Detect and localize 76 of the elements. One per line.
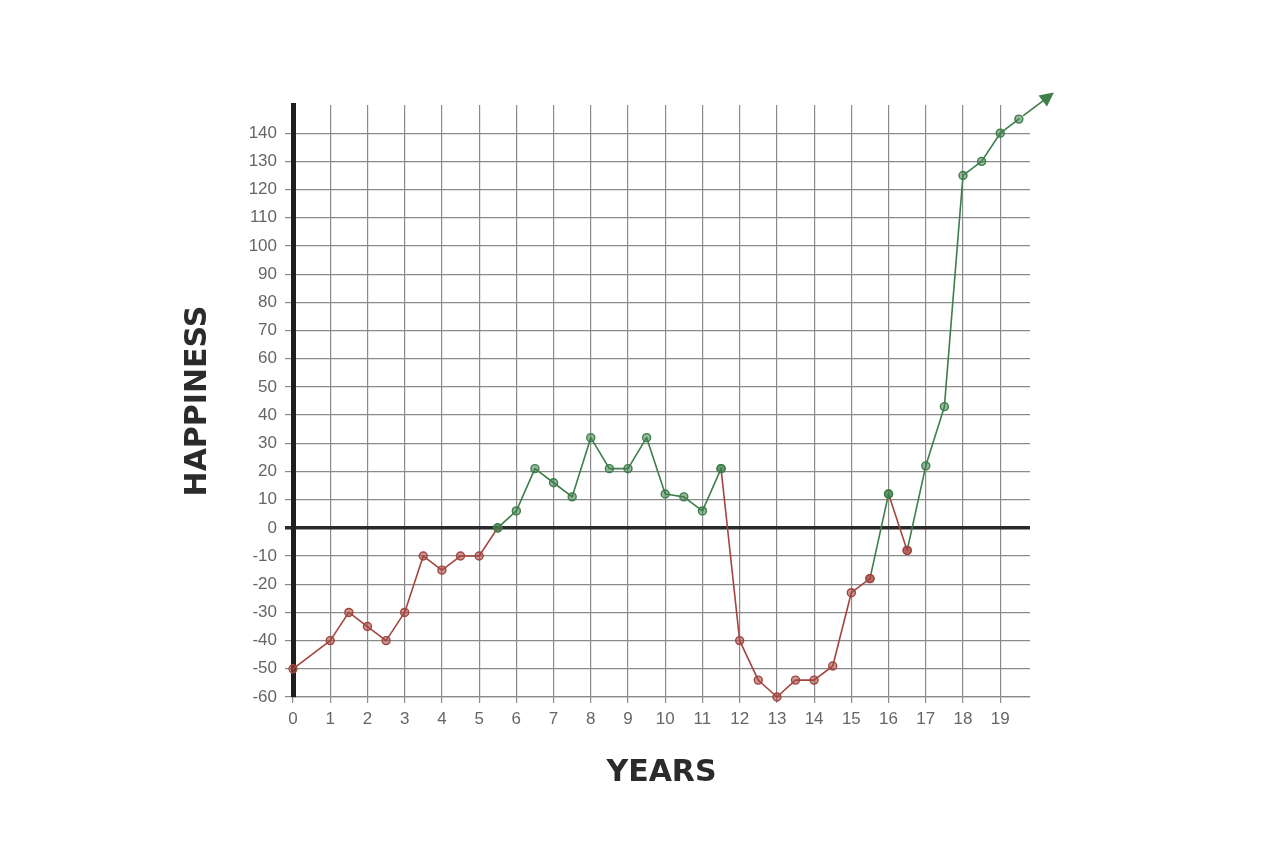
x-tick-label: 4 <box>437 708 447 728</box>
y-tick-label: -40 <box>252 630 277 650</box>
point <box>828 661 838 671</box>
y-tick-label: 0 <box>267 517 277 537</box>
x-tick-label: 18 <box>953 708 973 728</box>
x-tick-label: 7 <box>548 708 559 728</box>
point <box>995 128 1005 138</box>
x-axis-title: YEARS <box>605 752 717 788</box>
x-tick-label: 1 <box>325 708 335 728</box>
point <box>586 432 596 443</box>
point <box>381 635 391 646</box>
x-tick-label: 5 <box>474 708 484 728</box>
point <box>604 463 615 474</box>
point <box>753 675 763 685</box>
y-tick-label: 140 <box>248 122 277 142</box>
x-tick-label: 0 <box>288 708 298 728</box>
point <box>418 551 428 561</box>
y-tick-label: -10 <box>252 545 277 565</box>
point <box>623 463 633 474</box>
y-tick-label: 110 <box>249 207 277 227</box>
point <box>362 621 373 632</box>
point <box>921 461 931 471</box>
point <box>399 607 410 618</box>
point <box>567 492 577 502</box>
y-tick-label: 120 <box>248 179 277 199</box>
point <box>288 664 298 674</box>
x-tick-label: 17 <box>916 708 936 728</box>
y-tick-label: 30 <box>258 432 277 452</box>
y-tick-label: 90 <box>258 263 277 283</box>
x-tick-label: 11 <box>693 708 712 728</box>
x-tick-label: 9 <box>623 708 633 728</box>
point <box>325 635 335 646</box>
x-tick-label: 19 <box>990 708 1010 728</box>
y-tick-label: 60 <box>258 348 277 368</box>
point <box>679 492 689 502</box>
point <box>660 489 670 499</box>
point <box>530 463 540 474</box>
y-tick-label: 40 <box>258 404 277 424</box>
point <box>734 635 745 646</box>
y-tick-label: -60 <box>252 686 277 706</box>
point <box>809 675 819 685</box>
point <box>641 432 652 443</box>
point <box>1014 114 1024 124</box>
point <box>474 551 484 561</box>
point <box>697 506 708 516</box>
y-tick-label: 50 <box>258 376 277 396</box>
point <box>511 506 522 516</box>
y-axis-title: HAPPINESS <box>177 305 213 497</box>
x-tick-label: 14 <box>804 708 824 728</box>
point <box>976 156 987 167</box>
y-tick-label: -30 <box>252 602 277 622</box>
y-tick-label: 20 <box>258 461 277 481</box>
y-tick-label: 80 <box>258 292 277 312</box>
point <box>455 551 466 561</box>
x-tick-label: 8 <box>586 708 596 728</box>
point <box>437 565 447 575</box>
x-tick-label: 12 <box>730 708 750 728</box>
point <box>548 478 559 488</box>
y-tick-label: 70 <box>258 320 277 340</box>
y-tick-label: -20 <box>252 573 277 593</box>
x-tick-label: 10 <box>655 708 675 728</box>
point <box>958 170 968 181</box>
x-tick-label: 3 <box>399 708 410 728</box>
point <box>939 401 950 412</box>
x-tick-label: 2 <box>362 708 373 728</box>
x-tick-label: 15 <box>841 708 861 728</box>
y-tick-label: 10 <box>258 489 277 509</box>
point <box>846 588 857 598</box>
point <box>344 607 354 618</box>
point <box>790 675 801 685</box>
x-tick-label: 16 <box>879 708 899 728</box>
y-tick-label: 100 <box>248 235 277 255</box>
x-tick-label: 6 <box>511 708 522 728</box>
x-tick-label: 13 <box>767 708 787 728</box>
y-tick-label: -50 <box>252 658 277 678</box>
y-tick-label: 130 <box>248 151 277 171</box>
